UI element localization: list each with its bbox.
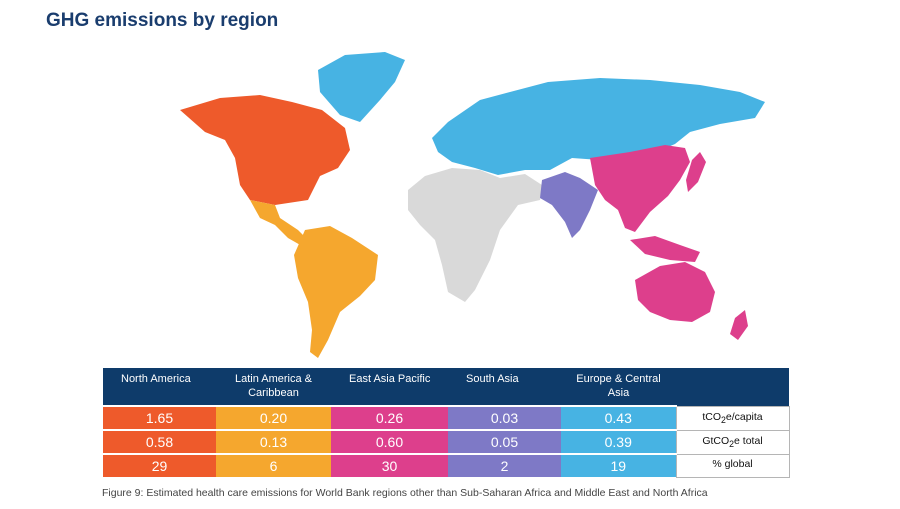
table-row: 0.58 0.13 0.60 0.05 0.39 GtCO2e total xyxy=(103,429,790,455)
region-new-zealand xyxy=(730,310,748,340)
value-cell: 29 xyxy=(103,453,216,477)
value-cell: 0.26 xyxy=(331,405,448,430)
value-cell: 0.13 xyxy=(216,429,331,454)
region-central-america xyxy=(250,200,308,246)
value-cell: 0.20 xyxy=(216,405,331,430)
region-europe-central-asia xyxy=(432,78,765,175)
header-metric xyxy=(676,368,789,406)
value-cell: 0.58 xyxy=(103,429,216,454)
value-cell: 19 xyxy=(561,453,676,477)
value-cell: 0.43 xyxy=(561,405,676,430)
value-cell: 0.03 xyxy=(448,405,561,430)
region-south-america xyxy=(294,226,378,358)
table-row: 29 6 30 2 19 % global xyxy=(103,453,790,478)
header-east-asia-pacific: East Asia Pacific xyxy=(331,368,448,406)
figure-caption: Figure 9: Estimated health care emission… xyxy=(102,487,708,499)
region-southeast-asia-islands xyxy=(630,236,700,262)
emissions-table: North America Latin America & Caribbean … xyxy=(103,368,790,478)
value-cell: 2 xyxy=(448,453,561,477)
region-north-america xyxy=(180,95,350,205)
region-japan xyxy=(686,152,706,192)
table-header-row: North America Latin America & Caribbean … xyxy=(103,368,789,406)
region-greenland xyxy=(318,52,405,122)
value-cell: 0.05 xyxy=(448,429,561,454)
header-europe-central-asia: Europe & Central Asia xyxy=(561,368,676,406)
header-latin-america: Latin America & Caribbean xyxy=(216,368,331,406)
metric-label: GtCO2e total xyxy=(675,429,790,455)
header-north-america: North America xyxy=(103,368,216,406)
value-cell: 0.60 xyxy=(331,429,448,454)
metric-label: % global xyxy=(675,453,790,478)
region-east-asia xyxy=(590,145,690,232)
world-map xyxy=(180,52,765,358)
value-cell: 6 xyxy=(216,453,331,477)
region-south-asia xyxy=(540,172,598,238)
header-south-asia: South Asia xyxy=(448,368,561,406)
region-africa-middle-east xyxy=(408,168,542,302)
page-title: GHG emissions by region xyxy=(46,10,279,31)
metric-label: tCO2e/capita xyxy=(675,405,790,431)
region-australia xyxy=(635,262,715,322)
value-cell: 30 xyxy=(331,453,448,477)
value-cell: 1.65 xyxy=(103,405,216,430)
value-cell: 0.39 xyxy=(561,429,676,454)
table-row: 1.65 0.20 0.26 0.03 0.43 tCO2e/capita xyxy=(103,405,790,431)
